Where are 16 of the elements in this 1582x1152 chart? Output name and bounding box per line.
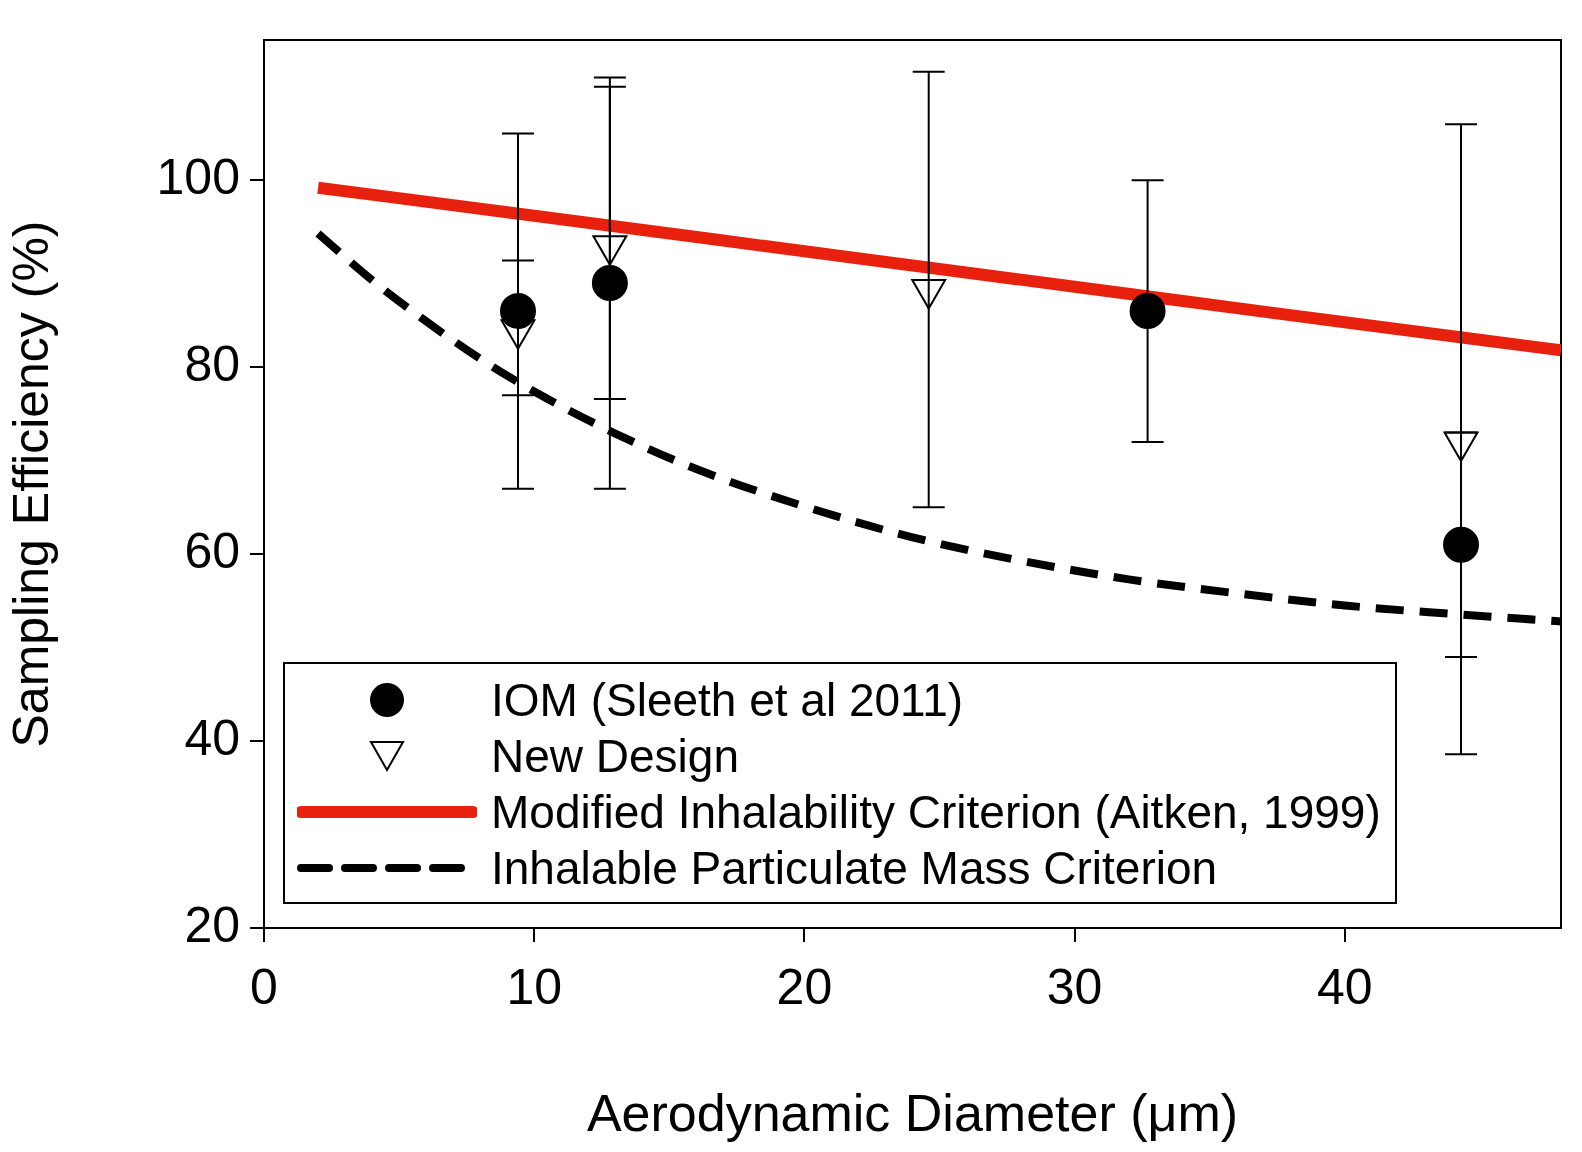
- legend-label: Inhalable Particulate Mass Criterion: [491, 841, 1218, 896]
- y-axis-title: Sampling Efficiency (%): [2, 220, 59, 748]
- x-tick-label: 30: [1046, 958, 1103, 1015]
- x-tick-label: 10: [506, 958, 563, 1015]
- y-tick-label: 80: [184, 335, 240, 392]
- legend-label: Modified Inhalability Criterion (Aitken, 1999): [491, 785, 1381, 840]
- legend-label: IOM (Sleeth et al 2011): [491, 673, 964, 728]
- x-axis-title: Aerodynamic Diameter (μm): [586, 1084, 1239, 1143]
- y-tick-label: 100: [156, 148, 240, 205]
- y-tick-label: 40: [184, 709, 240, 766]
- y-tick-label: 60: [184, 522, 240, 579]
- legend-label: New Design: [491, 729, 739, 784]
- x-tick-label: 0: [250, 958, 278, 1015]
- y-tick-label: 20: [184, 896, 240, 953]
- x-tick-label: 20: [776, 958, 833, 1015]
- x-tick-label: 40: [1317, 958, 1373, 1015]
